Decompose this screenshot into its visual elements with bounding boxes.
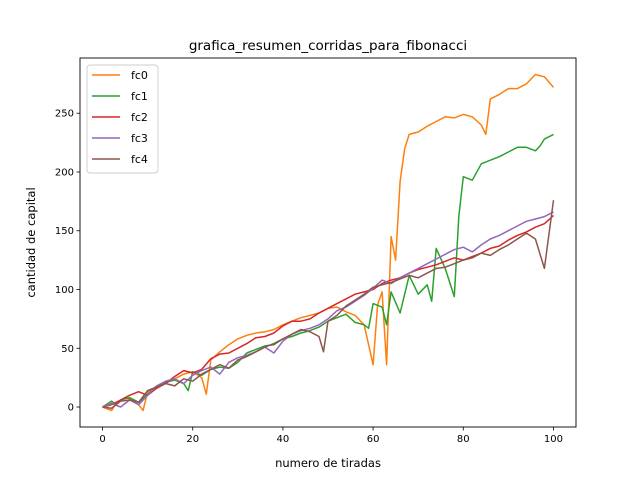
x-tick-label: 40: [277, 434, 290, 445]
y-axis: 0 50 100 150 200 250: [55, 109, 80, 414]
chart-title: grafica_resumen_corridas_para_fibonacci: [189, 38, 467, 54]
x-axis-label: numero de tiradas: [275, 456, 381, 470]
y-tick-label: 50: [61, 344, 74, 355]
legend: fc0 fc1 fc2 fc3 fc4: [86, 64, 159, 174]
series-line-fc4: [102, 200, 555, 409]
x-tick-label: 20: [186, 434, 199, 445]
y-tick-label: 100: [55, 285, 74, 296]
y-tick-label: 0: [68, 403, 74, 414]
plot-background: [80, 58, 576, 427]
y-tick-label: 150: [55, 226, 74, 237]
legend-label-fc4: fc4: [131, 153, 148, 166]
legend-box: [86, 64, 159, 174]
x-tick-label: 100: [544, 434, 563, 445]
x-axis: 0 20 40 60 80 100: [99, 427, 563, 445]
legend-label-fc1: fc1: [131, 90, 148, 103]
x-tick-label: 0: [99, 434, 105, 445]
legend-label-fc2: fc2: [131, 111, 148, 124]
y-tick-label: 200: [55, 167, 74, 178]
plot-frame: [79, 57, 577, 428]
y-axis-label: cantidad de capital: [24, 187, 38, 297]
legend-label-fc0: fc0: [131, 69, 148, 82]
x-tick-label: 60: [367, 434, 380, 445]
legend-label-fc3: fc3: [131, 132, 148, 145]
x-tick-label: 80: [457, 434, 470, 445]
series-layer: [102, 73, 555, 412]
series-line-fc3: [102, 211, 554, 408]
y-tick-label: 250: [55, 109, 74, 120]
